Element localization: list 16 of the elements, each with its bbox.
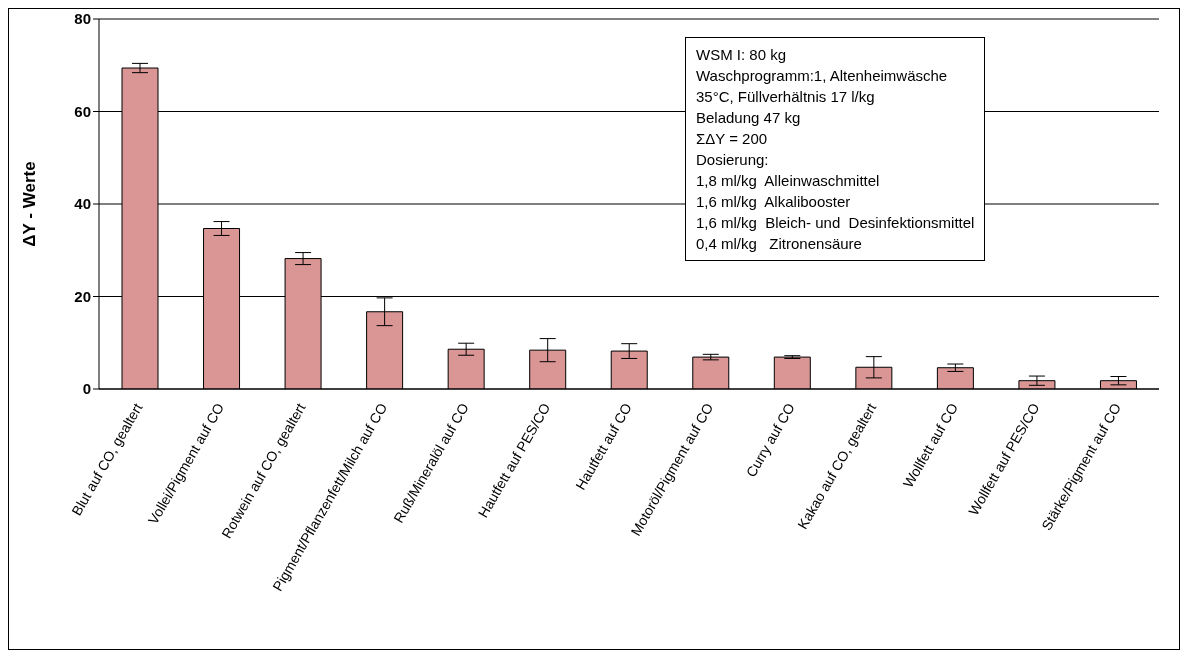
annotation: 1,6 ml/kg Alkalibooster bbox=[696, 192, 852, 212]
annotation: 35°C, Füllverhältnis 17 l/kg bbox=[696, 87, 876, 107]
annotation: 1,8 ml/kg Alleinwaschmittel bbox=[696, 171, 881, 191]
annotation: ΣΔY = 200 bbox=[696, 129, 769, 149]
y-tick-label: 60 bbox=[74, 102, 91, 120]
annotation: 1,6 ml/kg Bleich- und Desinfektionsmittel bbox=[696, 213, 975, 233]
annotation: Beladung 47 kg bbox=[696, 108, 802, 128]
annotation: 0,4 ml/kg Zitronensäure bbox=[696, 234, 863, 254]
y-tick-label: 40 bbox=[74, 195, 91, 213]
y-tick-label: 0 bbox=[82, 380, 91, 398]
y-axis-title: ΔY - Werte bbox=[20, 161, 40, 247]
annotation: Waschprogramm:1, Altenheimwäsche bbox=[696, 66, 949, 86]
y-tick-label: 20 bbox=[74, 287, 91, 305]
y-tick-label: 80 bbox=[74, 10, 91, 28]
annotation: Dosierung: bbox=[696, 150, 770, 170]
annotation: WSM I: 80 kg bbox=[696, 45, 788, 65]
